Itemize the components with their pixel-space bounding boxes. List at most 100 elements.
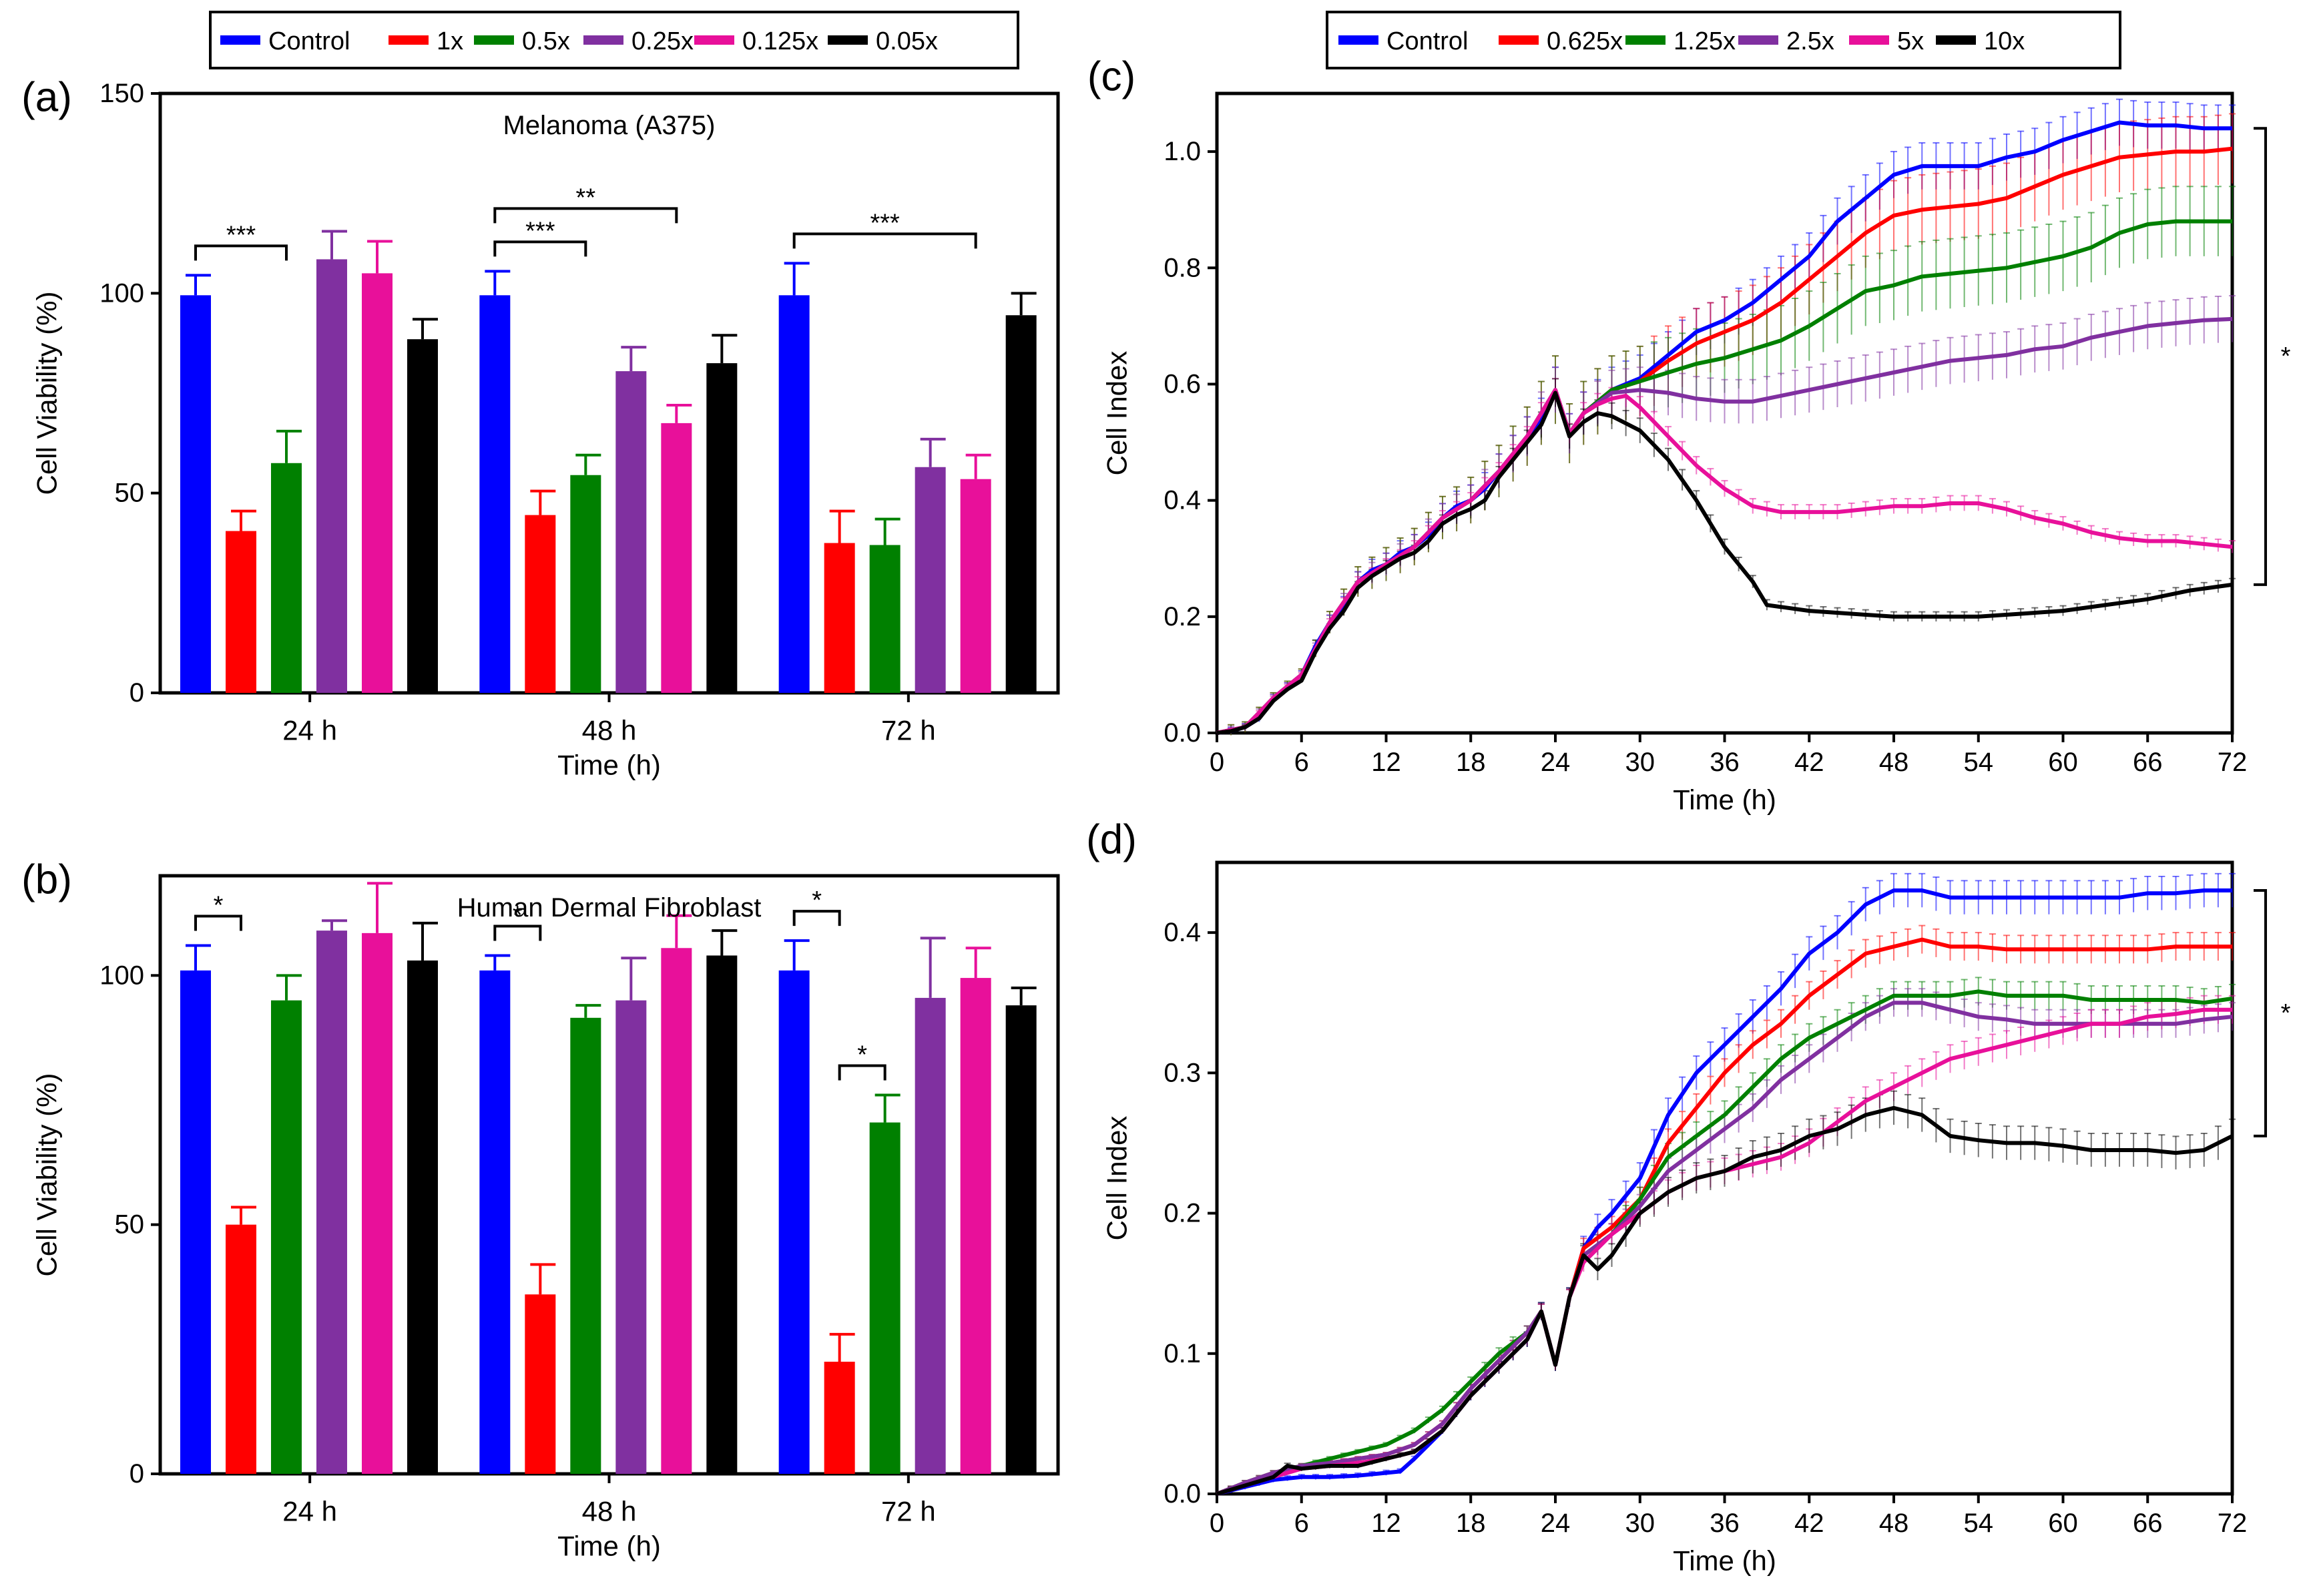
y-tick-label-4: 0.8 (1164, 253, 1201, 282)
panel-label: (d) (1086, 817, 1137, 863)
series-line-0.625x (1216, 146, 2233, 735)
x-axis-label: Time (h) (1673, 784, 1776, 816)
bar-0.25x-48 h (615, 371, 647, 693)
y-tick-label-1: 50 (115, 479, 145, 508)
panel-label: (a) (21, 75, 72, 121)
x-tick-label-3: 18 (1456, 1509, 1486, 1538)
bar-0.5x-72 h (869, 1122, 901, 1474)
bar-0.5x-48 h (570, 1017, 601, 1474)
legend-swatch-1 (1499, 35, 1539, 45)
legend-swatch-4 (694, 35, 734, 45)
x-tick-label-4: 24 (1541, 1509, 1571, 1538)
significance-label-0: *** (226, 221, 256, 249)
series-line-10x (1216, 1105, 2234, 1496)
x-tick-label-2: 12 (1371, 1509, 1401, 1538)
legend-swatch-0 (220, 35, 260, 45)
series-line-Control (1216, 888, 2232, 1496)
significance-bracket (493, 924, 542, 941)
bar-0.5x-72 h (869, 545, 901, 693)
legend-swatch-2 (1625, 35, 1666, 45)
bar-0.25x-72 h (915, 467, 946, 693)
significance-bracket (792, 910, 841, 926)
bar-1x-24 h (226, 1224, 256, 1474)
significance-bracket (493, 240, 587, 257)
x-tick-label-0: 0 (1210, 1509, 1224, 1538)
y-tick-label-3: 0.6 (1164, 369, 1201, 398)
y-tick-label-0: 0.0 (1164, 1479, 1201, 1509)
legend-label-5: 10x (1984, 27, 2025, 55)
legend-label-4: 0.125x (742, 27, 818, 55)
y-axis-label: Cell Index (1101, 1116, 1133, 1241)
x-tick-label-2: 72 h (881, 715, 936, 746)
legend-swatch-3 (1738, 35, 1778, 45)
y-tick-label-3: 0.3 (1164, 1058, 1201, 1087)
legend-swatch-2 (474, 35, 514, 45)
bar-0.05x-48 h (706, 363, 738, 693)
bar-Control-48 h (479, 970, 511, 1474)
y-tick-label-5: 1.0 (1164, 137, 1201, 166)
x-axis-label: Time (h) (1673, 1545, 1776, 1577)
chart-title: Melanoma (A375) (503, 111, 716, 140)
x-tick-label-4: 24 (1541, 748, 1571, 777)
legend-label-1: 0.625x (1547, 27, 1623, 55)
legend-label-3: 2.5x (1786, 27, 1834, 55)
legend-label-5: 0.05x (876, 27, 938, 55)
x-tick-label-10: 60 (2048, 748, 2078, 777)
x-tick-label-6: 36 (1710, 748, 1740, 777)
y-tick-label-2: 100 (99, 961, 144, 990)
y-tick-label-0: 0.0 (1164, 718, 1201, 748)
x-tick-label-5: 30 (1625, 748, 1655, 777)
significance-label-3: *** (870, 209, 900, 237)
x-tick-label-2: 12 (1371, 748, 1401, 777)
bar-Control-72 h (778, 970, 810, 1474)
bar-0.25x-24 h (316, 930, 347, 1474)
panel-label: (b) (21, 857, 72, 903)
legend-label-0: Control (1386, 27, 1469, 55)
panel-label: (c) (1087, 54, 1135, 100)
bar-0.25x-48 h (615, 1000, 647, 1474)
y-tick-label-1: 0.2 (1164, 602, 1201, 631)
significance-bracket (838, 1064, 886, 1081)
x-tick-label-10: 60 (2048, 1509, 2078, 1538)
bar-1x-24 h (226, 531, 256, 693)
bar-1x-48 h (525, 1294, 556, 1474)
significance-bracket (792, 232, 977, 249)
bar-0.125x-48 h (661, 423, 692, 693)
y-axis-label: Cell Viability (%) (31, 1073, 63, 1277)
legend-swatch-1 (389, 35, 429, 45)
x-tick-label-7: 42 (1794, 748, 1824, 777)
bar-0.25x-24 h (316, 259, 347, 693)
bar-0.05x-72 h (1005, 1005, 1037, 1474)
panel-c: 0.0 0.2 0.4 0.6 0.8 1.0 0 6 12 18 24 30 36 42 48 54 60 66… (1087, 54, 2291, 816)
bar-Control-24 h (180, 970, 211, 1474)
significance-label-1: * (513, 901, 523, 929)
legend-bar-charts: Control 1x 0.5x 0.25x 0.125x 0.05x (209, 11, 1019, 69)
x-tick-label-1: 6 (1294, 1509, 1309, 1538)
x-tick-label-0: 24 h (282, 1496, 337, 1527)
bar-1x-48 h (525, 515, 556, 693)
series-line-10x (1216, 390, 2233, 735)
bar-0.5x-24 h (271, 1000, 302, 1474)
legend-label-2: 1.25x (1674, 27, 1736, 55)
bar-0.125x-24 h (362, 933, 393, 1474)
bar-0.25x-72 h (915, 997, 946, 1474)
x-tick-label-2: 72 h (881, 1496, 936, 1527)
significance-label-1: *** (525, 217, 555, 245)
y-tick-label-4: 0.4 (1164, 918, 1201, 947)
bar-0.5x-48 h (570, 475, 601, 693)
significance-label-2: ** (576, 184, 596, 212)
bar-0.125x-72 h (960, 479, 991, 693)
x-tick-label-8: 48 (1879, 748, 1909, 777)
x-tick-label-5: 30 (1625, 1509, 1655, 1538)
legend-label-4: 5x (1897, 27, 1924, 55)
legend-line-charts: Control 0.625x 1.25x 2.5x 5x 10x (1326, 11, 2121, 69)
y-tick-label-2: 0.4 (1164, 486, 1201, 515)
y-tick-label-2: 0.2 (1164, 1199, 1201, 1228)
x-tick-label-12: 72 (2218, 748, 2248, 777)
series-line-2.5x (1216, 1001, 2233, 1496)
significance-label-3: * (857, 1041, 867, 1069)
legend-frame (1326, 11, 2121, 69)
x-tick-label-1: 6 (1294, 748, 1309, 777)
bar-0.05x-48 h (706, 955, 738, 1474)
series-line-5x (1216, 388, 2233, 735)
